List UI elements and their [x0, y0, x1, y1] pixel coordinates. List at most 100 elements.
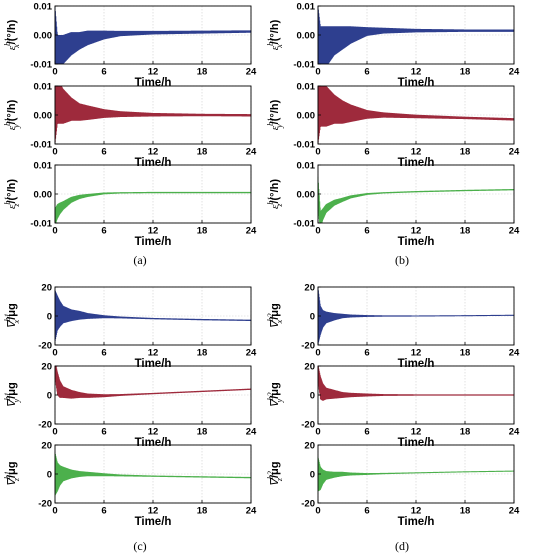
x-tick-label: 12 — [411, 348, 422, 359]
x-tick-label: 12 — [411, 147, 422, 158]
y-tick-label: 20 — [304, 440, 315, 451]
x-tick-label: 18 — [197, 67, 208, 78]
y-tick-label: 0 — [310, 311, 315, 322]
d-y-xlabel: Time/h — [398, 437, 435, 449]
caption-c: (c) — [133, 539, 146, 553]
y-tick-label: 0 — [47, 469, 52, 480]
c-x-ylabel: ∇b1x/μg — [3, 303, 21, 328]
x-tick-label: 6 — [364, 348, 369, 359]
x-tick-label: 6 — [364, 506, 369, 517]
d-z-xlabel: Time/h — [398, 516, 435, 528]
y-tick-label: -0.01 — [293, 139, 315, 150]
x-tick-label: 12 — [148, 427, 159, 438]
x-tick-label: 24 — [246, 226, 257, 237]
x-tick-label: 18 — [197, 348, 208, 359]
y-tick-label: -0.01 — [30, 59, 52, 70]
x-tick-label: 0 — [52, 67, 57, 78]
caption-b: (b) — [395, 253, 409, 267]
x-tick-label: 0 — [315, 67, 320, 78]
y-tick-label: -20 — [38, 498, 52, 509]
x-tick-label: 24 — [246, 67, 257, 78]
y-tick-label: -0.01 — [30, 218, 52, 229]
y-tick-label: -20 — [301, 498, 315, 509]
d-x-xlabel: Time/h — [398, 358, 435, 370]
x-tick-label: 6 — [101, 226, 106, 237]
a-z-xlabel: Time/h — [135, 236, 172, 248]
b-x-series-line — [317, 5, 515, 65]
y-tick-label: -0.01 — [293, 218, 315, 229]
d-x-ylabel: ∇b2x/μg — [266, 303, 284, 328]
y-tick-label: 0.01 — [34, 160, 53, 171]
subplot-a-y: 0.01 0.00 -0.010 6 12 18 24 Time/h εb1y/(°/h) — [3, 81, 257, 169]
x-tick-label: 12 — [148, 348, 159, 359]
x-tick-label: 0 — [315, 348, 320, 359]
y-tick-label: 0 — [310, 390, 315, 401]
x-tick-label: 12 — [148, 67, 159, 78]
x-tick-label: 6 — [101, 427, 106, 438]
x-tick-label: 12 — [411, 427, 422, 438]
x-tick-label: 24 — [246, 506, 257, 517]
c-z-ylabel: ∇b1z/μg — [3, 462, 21, 487]
x-tick-label: 24 — [509, 348, 520, 359]
x-tick-label: 24 — [509, 67, 520, 78]
c-z-series-line — [54, 452, 252, 496]
x-tick-label: 6 — [101, 348, 106, 359]
b-y-xlabel: Time/h — [398, 157, 435, 169]
d-y-ylabel: ∇b2y/μg — [266, 382, 284, 407]
x-tick-label: 12 — [148, 147, 159, 158]
panel-a: 0.010.00-0.010 6 12 18 24Time/hεb1x/(°/h)0.0… — [3, 1, 257, 248]
x-tick-label: 0 — [52, 226, 57, 237]
c-y-series-line — [54, 365, 252, 399]
x-tick-label: 12 — [411, 67, 422, 78]
x-tick-label: 6 — [364, 427, 369, 438]
a-y-xlabel: Time/h — [135, 157, 172, 169]
y-tick-label: -20 — [301, 340, 315, 351]
y-tick-label: -0.01 — [30, 139, 52, 150]
subplot-b-y: 0.01 0.00 -0.010 6 12 18 24 Time/h εb1y/(°/h) — [266, 81, 520, 169]
a-z-series-line — [54, 191, 252, 224]
b-z-ylabel: εb1z/(°/h) — [266, 179, 284, 209]
x-tick-label: 0 — [315, 226, 320, 237]
y-tick-label: 20 — [41, 361, 52, 372]
x-tick-label: 6 — [364, 147, 369, 158]
y-tick-label: 0.00 — [34, 110, 53, 121]
y-tick-label: 0.00 — [297, 30, 316, 41]
d-z-ylabel: ∇b2z/μg — [266, 462, 284, 487]
x-tick-label: 24 — [246, 348, 257, 359]
y-tick-label: 0.01 — [34, 1, 53, 12]
y-tick-label: 0.01 — [297, 1, 316, 12]
a-x-series-line — [54, 5, 252, 65]
y-tick-label: -0.01 — [293, 59, 315, 70]
b-y-ylabel: εb1y/(°/h) — [266, 99, 284, 130]
x-tick-label: 0 — [315, 427, 320, 438]
x-tick-label: 18 — [197, 226, 208, 237]
a-x-ylabel: εb1x/(°/h) — [3, 19, 21, 50]
x-tick-label: 24 — [509, 147, 520, 158]
y-tick-label: -20 — [38, 340, 52, 351]
x-tick-label: 24 — [509, 427, 520, 438]
caption-a: (a) — [133, 253, 146, 267]
b-y-series-line — [317, 85, 515, 143]
x-tick-label: 18 — [460, 147, 471, 158]
x-tick-label: 6 — [364, 226, 369, 237]
x-tick-label: 0 — [52, 348, 57, 359]
x-tick-label: 18 — [460, 427, 471, 438]
y-tick-label: 0 — [47, 311, 52, 322]
d-z-series-line — [317, 456, 515, 492]
subplot-b-z: 0.01 0.00 -0.010 6 12 18 24 Time/h εb1z/(°/h) — [266, 160, 520, 248]
a-z-ylabel: εb1z/(°/h) — [3, 179, 21, 209]
x-tick-label: 0 — [315, 506, 320, 517]
c-y-ylabel: ∇b1y/μg — [3, 382, 21, 407]
x-tick-label: 24 — [246, 147, 257, 158]
x-tick-label: 18 — [197, 506, 208, 517]
x-tick-label: 12 — [411, 226, 422, 237]
y-tick-label: -20 — [301, 419, 315, 430]
x-tick-label: 12 — [148, 226, 159, 237]
